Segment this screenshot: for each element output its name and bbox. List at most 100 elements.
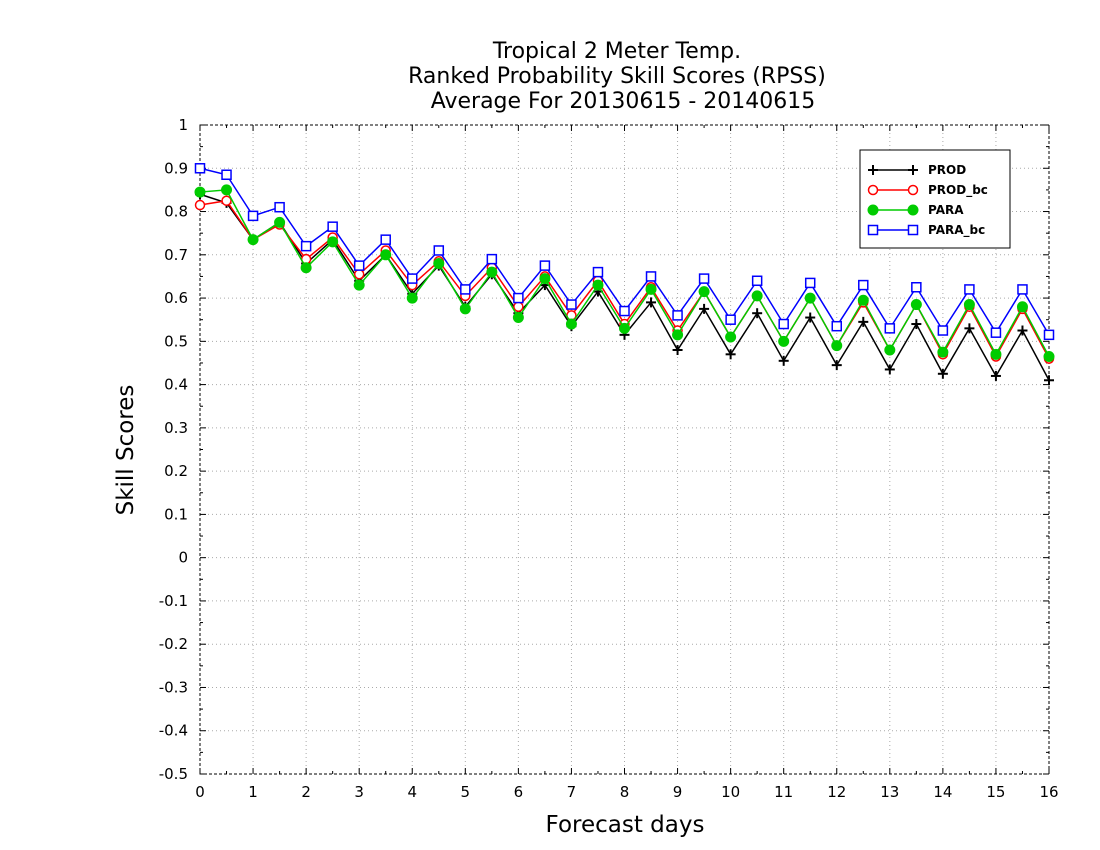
- axis-ticks: [199, 124, 1050, 775]
- data-point-prod: [911, 319, 922, 330]
- y-tick-label: -0.4: [159, 722, 188, 740]
- legend-item-prod-bc: PROD_bc: [867, 183, 988, 198]
- data-point-para-bc: [539, 260, 551, 271]
- data-point-para: [1043, 350, 1055, 362]
- data-point-para-bc: [698, 273, 710, 284]
- data-point-para-bc: [725, 314, 736, 325]
- x-tick-label: 14: [933, 783, 952, 801]
- data-point-prod: [672, 344, 683, 355]
- y-tick-label: -0.3: [159, 678, 188, 696]
- series-layer: [194, 163, 1055, 386]
- y-tick-label: 1: [178, 116, 188, 134]
- data-point-para-bc: [300, 240, 312, 252]
- data-point-para: [380, 249, 392, 261]
- data-point-para-bc: [990, 327, 1002, 338]
- data-point-prod-bc: [194, 199, 206, 211]
- data-point-para: [327, 236, 339, 248]
- data-point-para: [778, 335, 790, 347]
- series-para: [194, 184, 1055, 362]
- legend-marker: [908, 165, 918, 175]
- legend-marker: [907, 224, 919, 236]
- data-point-para-bc: [1043, 329, 1055, 341]
- chart-title: Tropical 2 Meter Temp. Ranked Probabilit…: [408, 39, 826, 114]
- y-tick-label: 0: [178, 549, 188, 567]
- data-point-para-bc: [221, 169, 232, 181]
- series-para-bc: [194, 163, 1055, 341]
- data-point-para: [698, 286, 710, 298]
- y-tick-label: 0.1: [164, 505, 188, 523]
- data-point-para-bc: [911, 282, 922, 293]
- data-point-para-bc: [884, 323, 896, 334]
- legend-item-para: PARA: [867, 203, 964, 217]
- legend-marker: [907, 184, 919, 196]
- x-tick-label: 15: [986, 783, 1005, 801]
- data-point-para: [831, 340, 843, 352]
- data-point-prod: [778, 355, 789, 366]
- data-point-para-bc: [964, 284, 975, 295]
- x-tick-label: 4: [407, 783, 417, 801]
- y-tick-label: 0.9: [164, 159, 188, 177]
- data-point-para: [804, 292, 816, 304]
- x-tick-label: 9: [673, 783, 683, 801]
- legend-label: PROD: [928, 163, 966, 177]
- data-point-para: [857, 294, 869, 306]
- x-tick-label: 13: [880, 783, 899, 801]
- data-point-para-bc: [407, 273, 418, 284]
- data-point-para: [619, 322, 630, 334]
- data-point-prod: [884, 364, 895, 375]
- x-tick-label: 1: [248, 783, 258, 801]
- data-point-prod: [725, 349, 736, 360]
- x-tick-label: 16: [1039, 783, 1058, 801]
- data-point-para: [672, 329, 684, 341]
- data-point-para-bc: [274, 201, 285, 213]
- data-point-prod: [1044, 375, 1054, 386]
- data-point-para-bc: [592, 266, 604, 278]
- data-point-para: [937, 346, 949, 358]
- data-point-para: [910, 299, 922, 311]
- data-point-para-bc: [619, 305, 630, 317]
- x-tick-label: 10: [721, 783, 740, 801]
- x-tick-label: 8: [620, 783, 630, 801]
- y-tick-label: 0.4: [164, 376, 188, 394]
- data-point-para-bc: [566, 299, 577, 310]
- data-point-para-bc: [194, 163, 206, 174]
- data-point-para: [406, 292, 418, 304]
- data-point-para: [751, 290, 763, 302]
- y-tick-label: 0.5: [164, 332, 188, 350]
- x-tick-label: 12: [827, 783, 846, 801]
- data-point-para: [486, 266, 498, 278]
- data-point-para: [459, 303, 471, 315]
- data-point-prod: [1017, 325, 1028, 336]
- data-point-para: [539, 273, 551, 285]
- grid: [200, 125, 1049, 774]
- legend-item-prod: PROD: [868, 163, 966, 177]
- data-point-prod: [858, 316, 869, 327]
- data-point-prod: [752, 308, 763, 319]
- legend-label: PARA_bc: [928, 223, 985, 238]
- y-tick-label: 0.6: [164, 289, 188, 307]
- data-point-para-bc: [380, 234, 391, 245]
- y-tick-label: 0.3: [164, 419, 188, 437]
- data-point-para: [565, 318, 577, 330]
- x-tick-label: 11: [774, 783, 793, 801]
- x-axis-label: Forecast days: [546, 812, 705, 838]
- y-tick-label: -0.1: [159, 592, 188, 610]
- legend-marker: [867, 204, 879, 216]
- legend: PROD PROD_bc PARA PARA_bc: [859, 149, 1011, 249]
- y-tick-label: 0.8: [164, 203, 188, 221]
- legend-marker: [868, 165, 878, 175]
- x-tick-label: 3: [354, 783, 364, 801]
- data-point-para-bc: [1017, 284, 1028, 295]
- data-point-para: [353, 279, 365, 291]
- x-tick-label: 6: [514, 783, 524, 801]
- data-point-para-bc: [460, 284, 471, 295]
- data-point-para-bc: [327, 221, 338, 232]
- data-point-para: [433, 257, 445, 269]
- y-tick-label: 0.7: [164, 246, 188, 264]
- data-point-prod-bc: [513, 301, 524, 312]
- data-point-prod-bc: [353, 269, 365, 280]
- data-point-para: [963, 299, 975, 311]
- data-point-para-bc: [433, 245, 445, 256]
- y-axis-label: Skill Scores: [113, 385, 139, 516]
